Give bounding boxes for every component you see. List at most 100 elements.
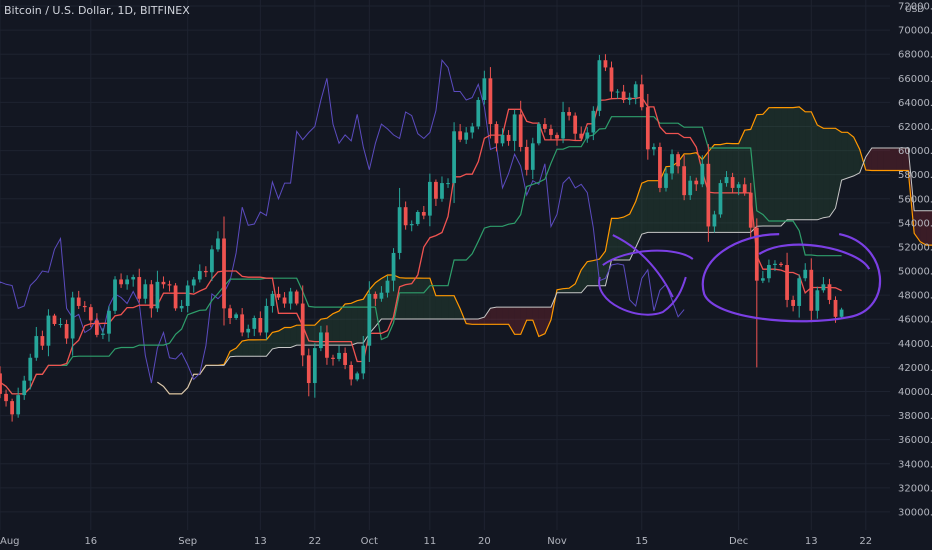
cloud-segment [726,143,733,233]
candle [355,371,360,382]
candle [137,268,142,303]
candle [155,270,160,313]
candle-body [458,131,463,140]
candle-body [270,293,275,306]
cloud-segment [490,307,497,325]
candle-body [216,238,220,250]
candle [173,283,178,311]
y-tick-label: 34000.00 [898,459,932,470]
cloud-segment [890,148,897,171]
cloud-segment [920,210,927,246]
time-axis[interactable]: Aug 16 Sep 13 22 Oct 11 20 Nov 15 Dec 13 22 [0,536,872,547]
candle [143,279,148,304]
candle [409,220,414,232]
candle [270,290,275,313]
candle [325,325,329,365]
candle [627,92,632,105]
candle [676,151,680,174]
candle-body [639,84,644,108]
drawings[interactable] [598,232,882,323]
cloud-segment [883,148,890,171]
cloud-segment [284,327,291,348]
candle [518,100,523,152]
y-tick-label: 32000.00 [898,483,932,494]
candle-body [652,146,656,150]
candle [76,290,81,309]
candle [179,299,184,312]
candle [16,387,21,418]
price-axis[interactable]: 30000.00 32000.00 34000.00 36000.00 38000.00… [898,2,932,519]
candle-body [16,395,21,415]
candle [543,118,547,133]
candle [791,295,796,312]
candle-body [718,183,723,215]
candle [821,277,826,293]
candle-body [319,332,323,349]
candle-body [125,279,130,285]
candle [397,187,402,260]
candle-body [682,166,687,196]
candle-body [46,315,51,346]
cloud-segment [472,319,479,325]
candle [803,263,808,282]
candle [216,231,220,252]
candle [234,312,238,320]
cloud-segment [653,180,660,233]
candle-body [34,336,39,358]
candle-body [555,134,559,139]
candle-body [222,238,226,309]
x-tick-label: 22 [308,536,321,547]
candle-body [518,114,523,147]
candle-body [500,134,505,144]
candle [28,353,33,390]
candle [500,128,505,147]
candle-body [742,184,747,193]
y-tick-label: 30000.00 [898,507,932,518]
candle-body [101,333,105,335]
annotation-check[interactable] [598,234,694,316]
candle-body [167,284,172,286]
candle [549,124,553,141]
cloud-segment [308,325,315,346]
candle [458,124,463,143]
candle [294,289,299,306]
candle [664,167,668,192]
x-tick-label: Dec [729,536,748,547]
candle [694,177,699,191]
cloud-segment [563,288,570,293]
candle-body [82,305,87,308]
candle [88,304,93,328]
candle-body [434,181,438,199]
candle-body [155,281,160,309]
candle [379,286,384,302]
candle-body [210,249,214,273]
candle [331,354,335,366]
candle-body [282,297,287,304]
candle-body [446,183,450,185]
candle-body [658,146,662,188]
candle [573,112,578,141]
candle-body [246,328,251,333]
candle [585,127,590,143]
candle [639,74,644,111]
cloud-segment [423,278,430,320]
candle [391,248,396,292]
annotation-ellipse[interactable] [701,232,882,323]
cloud-segment [351,300,358,346]
candle-body [173,285,178,309]
cloud-segment [429,278,436,320]
currency-label: USD [905,5,924,15]
candle [185,280,190,313]
cloud-segment [587,260,594,286]
candle-body [197,271,202,280]
x-tick-label: 16 [84,536,97,547]
candle-body [809,269,814,311]
candle [797,274,802,318]
candle-body [821,284,826,291]
candle [785,252,789,308]
x-tick-label: Sep [178,536,197,547]
candle-body [409,224,414,226]
cloud-segment [805,111,812,220]
